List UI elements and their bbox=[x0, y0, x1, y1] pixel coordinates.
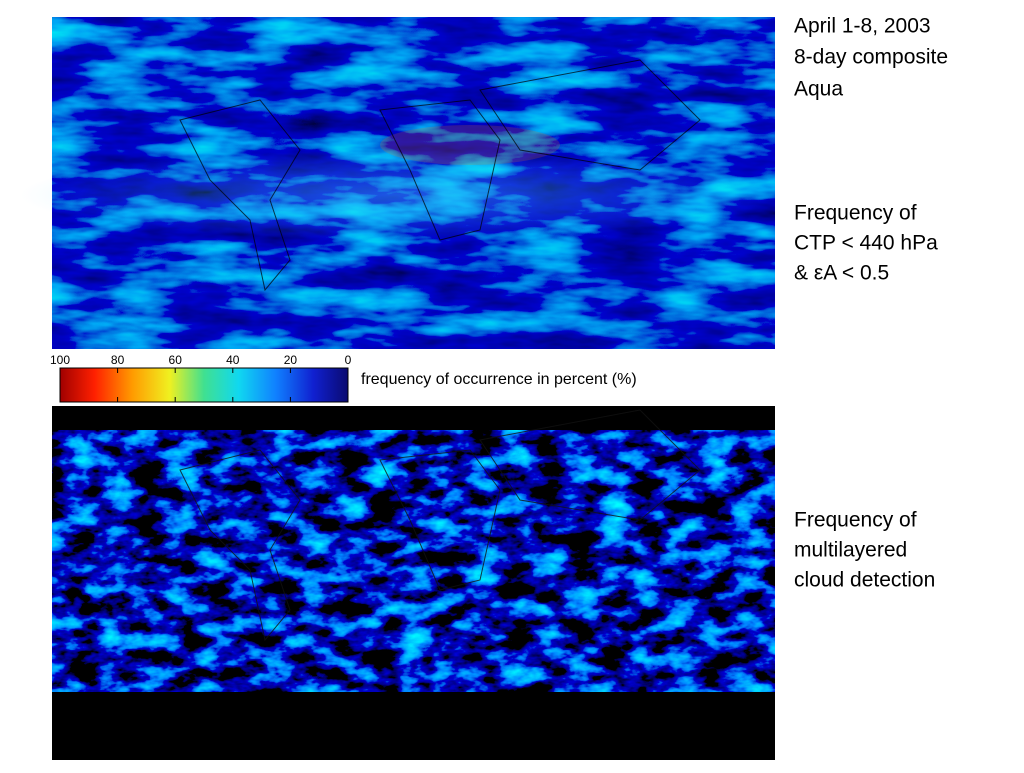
colorbar-tick-label: 60 bbox=[169, 353, 183, 367]
header-line: 8-day composite bbox=[794, 46, 948, 69]
colorbar-tick-label: 20 bbox=[284, 353, 298, 367]
colorbar-tick-label: 40 bbox=[226, 353, 240, 367]
bottom-caption: Frequency of multilayered cloud detectio… bbox=[794, 509, 935, 592]
colorbar-tick-label: 0 bbox=[345, 353, 352, 367]
top-caption: Frequency of CTP < 440 hPa & εA < 0.5 bbox=[794, 202, 938, 285]
caption-line: CTP < 440 hPa bbox=[794, 232, 938, 255]
colorbar: frequency of occurrence in percent (%) bbox=[52, 350, 637, 410]
bottom-map bbox=[52, 406, 775, 760]
caption-line: cloud detection bbox=[794, 569, 935, 592]
caption-line: Frequency of bbox=[794, 202, 917, 225]
header-line: Aqua bbox=[794, 78, 843, 101]
colorbar-label: frequency of occurrence in percent (%) bbox=[361, 371, 637, 388]
header-line: April 1-8, 2003 bbox=[794, 15, 931, 38]
header-text: April 1-8, 2003 8-day composite Aqua bbox=[794, 15, 948, 101]
top-map bbox=[20, 17, 780, 349]
caption-line: & εA < 0.5 bbox=[794, 262, 889, 285]
caption-line: Frequency of bbox=[794, 509, 917, 532]
colorbar-gradient bbox=[59, 367, 349, 403]
colorbar-tick-label: 80 bbox=[111, 353, 125, 367]
caption-line: multilayered bbox=[794, 539, 907, 562]
colorbar-tick-label: 100 bbox=[50, 353, 70, 367]
